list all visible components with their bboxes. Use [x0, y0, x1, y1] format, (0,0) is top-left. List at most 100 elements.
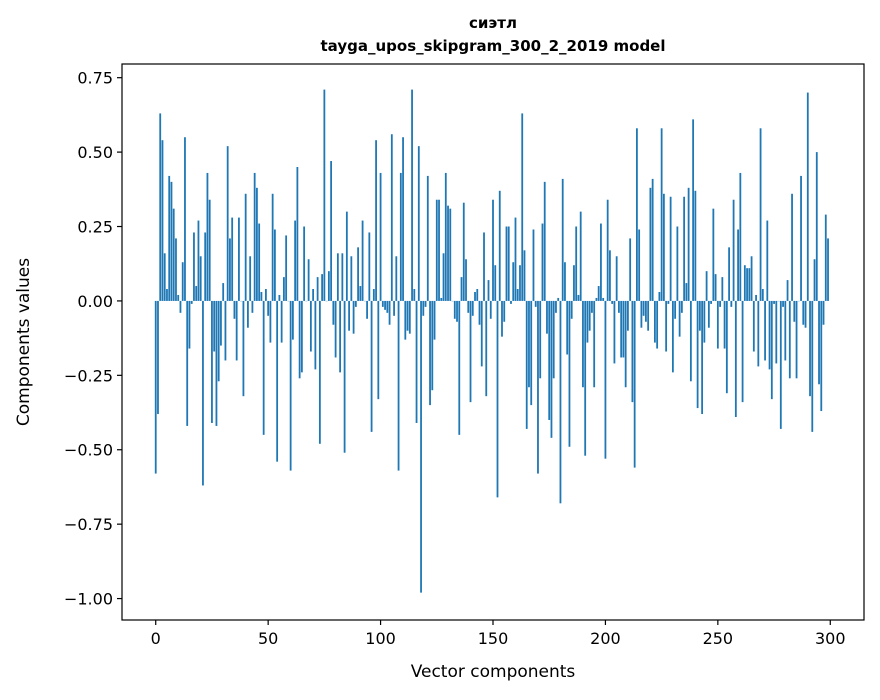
- bar-component-251: [719, 301, 721, 307]
- bar-component-142: [474, 292, 476, 301]
- chart-title: сиэтл: [469, 14, 517, 32]
- bar-component-299: [827, 238, 829, 301]
- bar-component-268: [757, 301, 759, 366]
- bar-component-25: [211, 301, 213, 423]
- bar-component-220: [649, 188, 651, 301]
- bar-component-187: [575, 227, 577, 301]
- bar-component-74: [321, 274, 323, 301]
- bar-component-37: [238, 218, 240, 301]
- bar-component-151: [494, 265, 496, 301]
- bar-component-21: [202, 301, 204, 486]
- bar-component-50: [267, 301, 269, 316]
- bar-component-35: [234, 301, 236, 319]
- bar-component-256: [730, 301, 732, 307]
- bar-component-101: [382, 301, 384, 307]
- bar-component-119: [422, 301, 424, 316]
- bar-component-183: [566, 301, 568, 355]
- x-tick-label: 200: [590, 629, 621, 648]
- bar-component-289: [805, 301, 807, 328]
- bar-component-236: [685, 283, 687, 301]
- bar-component-248: [712, 209, 714, 301]
- bar-component-241: [697, 301, 699, 408]
- bar-component-264: [748, 268, 750, 301]
- bar-component-54: [276, 301, 278, 462]
- bar-component-287: [800, 176, 802, 301]
- bar-component-173: [544, 182, 546, 301]
- bar-component-217: [643, 301, 645, 316]
- bar-component-111: [404, 301, 406, 340]
- bar-component-3: [162, 140, 164, 301]
- bar-component-114: [411, 90, 413, 301]
- bar-component-97: [373, 289, 375, 301]
- bar-component-221: [652, 179, 654, 301]
- bar-component-162: [519, 265, 521, 301]
- bar-component-108: [398, 301, 400, 471]
- bar-component-109: [400, 173, 402, 301]
- bar-component-153: [499, 191, 501, 301]
- bar-component-288: [802, 301, 804, 325]
- bar-component-179: [557, 298, 559, 301]
- bar-component-116: [416, 301, 418, 423]
- bar-component-61: [292, 301, 294, 340]
- bar-component-228: [667, 301, 669, 304]
- bar-component-198: [600, 224, 602, 301]
- bar-component-104: [389, 301, 391, 325]
- bar-component-192: [587, 301, 589, 343]
- bar-component-130: [447, 206, 449, 301]
- bar-component-185: [571, 301, 573, 319]
- y-tick-label: 0.50: [77, 143, 113, 162]
- bar-component-10: [177, 295, 179, 301]
- bar-component-79: [332, 301, 334, 325]
- bar-component-174: [546, 301, 548, 334]
- bar-component-41: [247, 301, 249, 328]
- bar-component-55: [278, 295, 280, 301]
- bar-component-243: [701, 301, 703, 414]
- bar-component-58: [285, 235, 287, 300]
- bar-component-232: [676, 227, 678, 301]
- bar-component-83: [341, 253, 343, 301]
- bar-component-14: [186, 301, 188, 426]
- bar-component-34: [231, 218, 233, 301]
- bar-component-177: [553, 301, 555, 378]
- bar-component-131: [449, 209, 451, 301]
- y-tick-label: −1.00: [64, 590, 113, 609]
- bar-component-46: [258, 224, 260, 301]
- bar-component-261: [742, 301, 744, 402]
- bar-component-239: [692, 119, 694, 301]
- bar-component-42: [249, 256, 251, 301]
- bar-component-282: [789, 301, 791, 378]
- bar-component-249: [715, 274, 717, 301]
- bar-component-86: [348, 301, 350, 331]
- plot-frame: [122, 64, 864, 620]
- bar-component-235: [683, 197, 685, 301]
- bar-component-266: [753, 301, 755, 352]
- bar-component-156: [506, 227, 508, 301]
- y-tick-label: 0.75: [77, 69, 113, 88]
- bar-component-66: [303, 227, 305, 301]
- bar-component-87: [350, 256, 352, 301]
- bar-component-95: [368, 232, 370, 300]
- bar-component-182: [564, 262, 566, 301]
- bar-component-75: [323, 90, 325, 301]
- bar-component-233: [679, 301, 681, 337]
- bar-component-280: [784, 301, 786, 361]
- bar-component-196: [596, 298, 598, 301]
- bar-component-102: [384, 301, 386, 310]
- bar-component-0: [155, 301, 157, 474]
- x-tick-label: 300: [815, 629, 846, 648]
- bar-component-298: [825, 215, 827, 301]
- bar-component-72: [317, 277, 319, 301]
- bar-component-53: [274, 229, 276, 300]
- bar-component-281: [787, 280, 789, 301]
- bar-component-147: [485, 301, 487, 396]
- bar-component-115: [413, 289, 415, 301]
- bar-component-43: [252, 301, 254, 313]
- bar-component-11: [180, 301, 182, 313]
- bar-component-294: [816, 152, 818, 301]
- bar-component-138: [465, 259, 467, 301]
- bar-component-48: [263, 301, 265, 435]
- bar-component-8: [173, 209, 175, 301]
- bar-component-267: [755, 295, 757, 301]
- bar-component-62: [294, 221, 296, 301]
